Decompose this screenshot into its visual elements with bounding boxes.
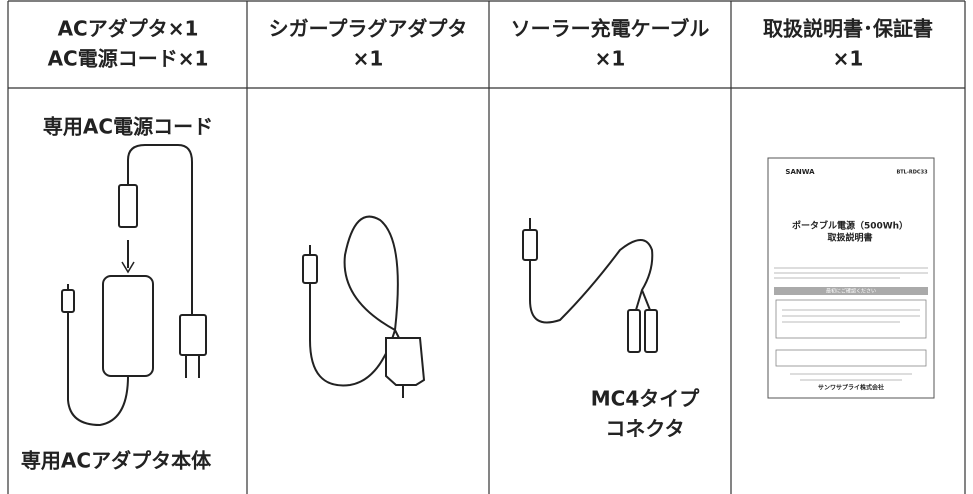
manual-title: 取扱説明書 (827, 232, 872, 244)
item-label: MC4タイプ (591, 387, 700, 411)
header: ×1 (833, 47, 864, 71)
header: ソーラー充電ケーブル (511, 17, 710, 41)
manual-title: ポータブル電源（500Wh） (792, 220, 908, 232)
header: シガープラグアダプタ (269, 17, 468, 41)
header: ×1 (595, 47, 626, 71)
item-label: コネクタ (605, 417, 684, 441)
item-label: 専用ACアダプタ本体 (21, 449, 212, 473)
solar-cable-illustration (522, 218, 658, 353)
manual-brand: SANWA (785, 168, 815, 176)
cigar-plug-illustration (302, 215, 426, 398)
manual-model: BTL-RDC33 (896, 170, 928, 176)
manual-company: サンワサプライ株式会社 (818, 384, 884, 392)
header: ACアダプタ×1 (58, 17, 199, 41)
header: AC電源コード×1 (48, 47, 209, 71)
table-grid (7, 0, 966, 494)
manual-notice: 最初にご確認ください (826, 288, 876, 295)
header: ×1 (353, 47, 384, 71)
manual-illustration (767, 157, 935, 399)
item-label: 専用AC電源コード (43, 115, 213, 139)
ac-adapter-illustration (61, 144, 207, 427)
header: 取扱説明書･保証書 (763, 17, 933, 41)
